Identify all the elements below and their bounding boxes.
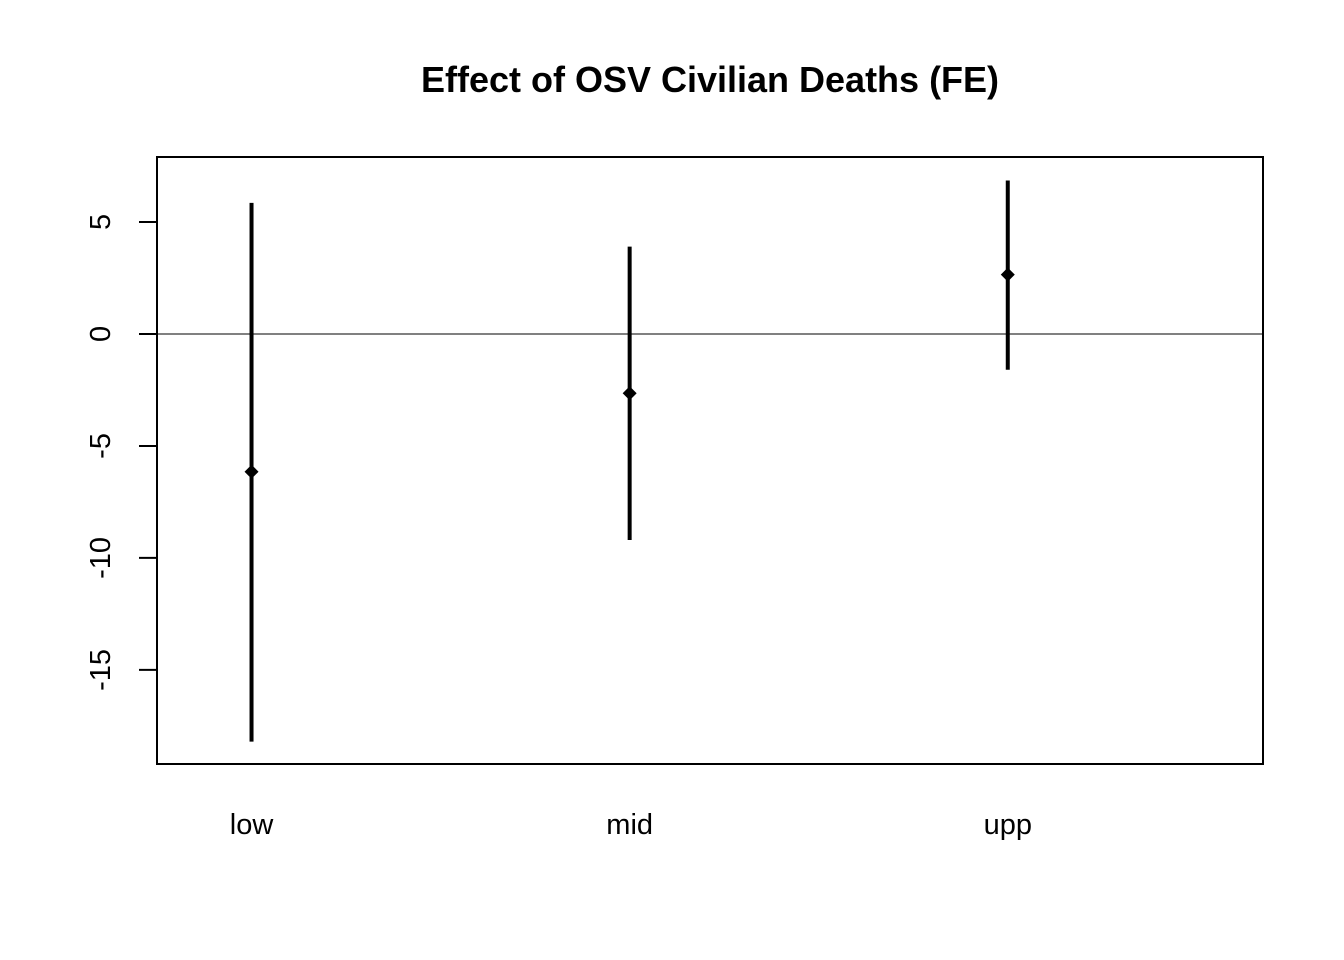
plot-frame (156, 156, 1264, 765)
x-category-label: low (230, 809, 275, 841)
x-category-label: upp (984, 809, 1032, 841)
plot-area: -15 -10 -5 0 5 low mid upp (85, 156, 1264, 841)
y-tick-label: 0 (85, 326, 117, 342)
y-tick-label: -15 (85, 649, 117, 691)
x-category-label: mid (606, 809, 653, 841)
y-tick-label: 5 (85, 214, 117, 230)
point-estimate-mid (622, 386, 637, 401)
y-tick-label: -5 (85, 433, 117, 459)
y-tick-label: -10 (85, 537, 117, 579)
point-estimate-upp (1000, 267, 1015, 282)
chart-title: Effect of OSV Civilian Deaths (FE) (421, 59, 999, 100)
point-estimate-low (244, 464, 259, 479)
